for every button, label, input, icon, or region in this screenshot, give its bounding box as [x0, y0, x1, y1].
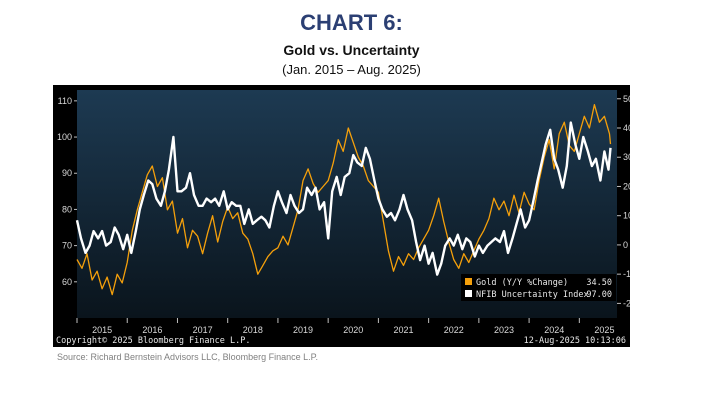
left-tick-label: 100 [57, 132, 72, 142]
left-tick-label: 80 [62, 204, 72, 214]
right-tick-label: 10 [623, 211, 630, 221]
timestamp-text: 12-Aug-2025 10:13:06 [524, 336, 626, 346]
legend: Gold (Y/Y %Change) 34.50 NFIB Uncertaint… [461, 274, 616, 301]
x-tick-label: 2022 [444, 325, 464, 335]
right-tick-label: 50 [623, 94, 630, 104]
x-tick-label: 2019 [293, 325, 313, 335]
x-tick-label: 2020 [343, 325, 363, 335]
legend-swatch-gold [465, 278, 472, 285]
right-tick-label: 0 [623, 240, 628, 250]
series-line-nfib-uncertainty-index [75, 121, 612, 276]
legend-swatch-nfib [465, 290, 472, 297]
legend-label-gold: Gold (Y/Y %Change) [476, 278, 568, 288]
right-tick-label: 30 [623, 152, 630, 162]
left-tick-label: 90 [62, 168, 72, 178]
right-tick-label: 20 [623, 181, 630, 191]
chart-svg: 2015 2016 2017 2018 2019 2020 2021 2022 2023 2024… [56, 90, 630, 346]
x-tick-label: 2015 [92, 325, 112, 335]
chart-title: Gold vs. Uncertainty [283, 42, 420, 58]
copyright-text: Copyright© 2025 Bloomberg Finance L.P. [56, 336, 250, 346]
legend-value-nfib: 97.00 [586, 290, 612, 300]
right-tick-label: -10 [623, 269, 630, 279]
x-tick-label: 2023 [494, 325, 514, 335]
left-axis-ticks: 60 70 80 90 100 110 [57, 96, 77, 287]
chart-period: (Jan. 2015 – Aug. 2025) [282, 62, 421, 77]
source-note: Source: Richard Bernstein Advisors LLC, … [57, 352, 318, 362]
x-tick-label: 2017 [193, 325, 213, 335]
chart-number: CHART 6: [300, 10, 403, 35]
legend-value-gold: 34.50 [586, 278, 612, 288]
right-tick-label: -20 [623, 298, 630, 308]
x-tick-label: 2021 [393, 325, 413, 335]
series-group [75, 103, 612, 296]
x-axis-ticks: 2015 2016 2017 2018 2019 2020 2021 2022 2023 2024… [76, 318, 614, 335]
x-tick-label: 2024 [544, 325, 564, 335]
x-tick-label: 2018 [243, 325, 263, 335]
series-line-gold-y-y-change [76, 103, 612, 296]
right-axis-ticks: -20 -10 0 10 20 30 40 50 [617, 94, 630, 308]
right-tick-label: 40 [623, 123, 630, 133]
chart-panel: 2015 2016 2017 2018 2019 2020 2021 2022 2023 2024… [53, 85, 630, 347]
x-tick-label: 2016 [142, 325, 162, 335]
left-tick-label: 60 [62, 277, 72, 287]
legend-box [461, 274, 616, 301]
left-tick-label: 70 [62, 241, 72, 251]
x-tick-label: 2025 [594, 325, 614, 335]
legend-label-nfib: NFIB Uncertainty Index [476, 290, 589, 300]
left-tick-label: 110 [58, 96, 72, 106]
